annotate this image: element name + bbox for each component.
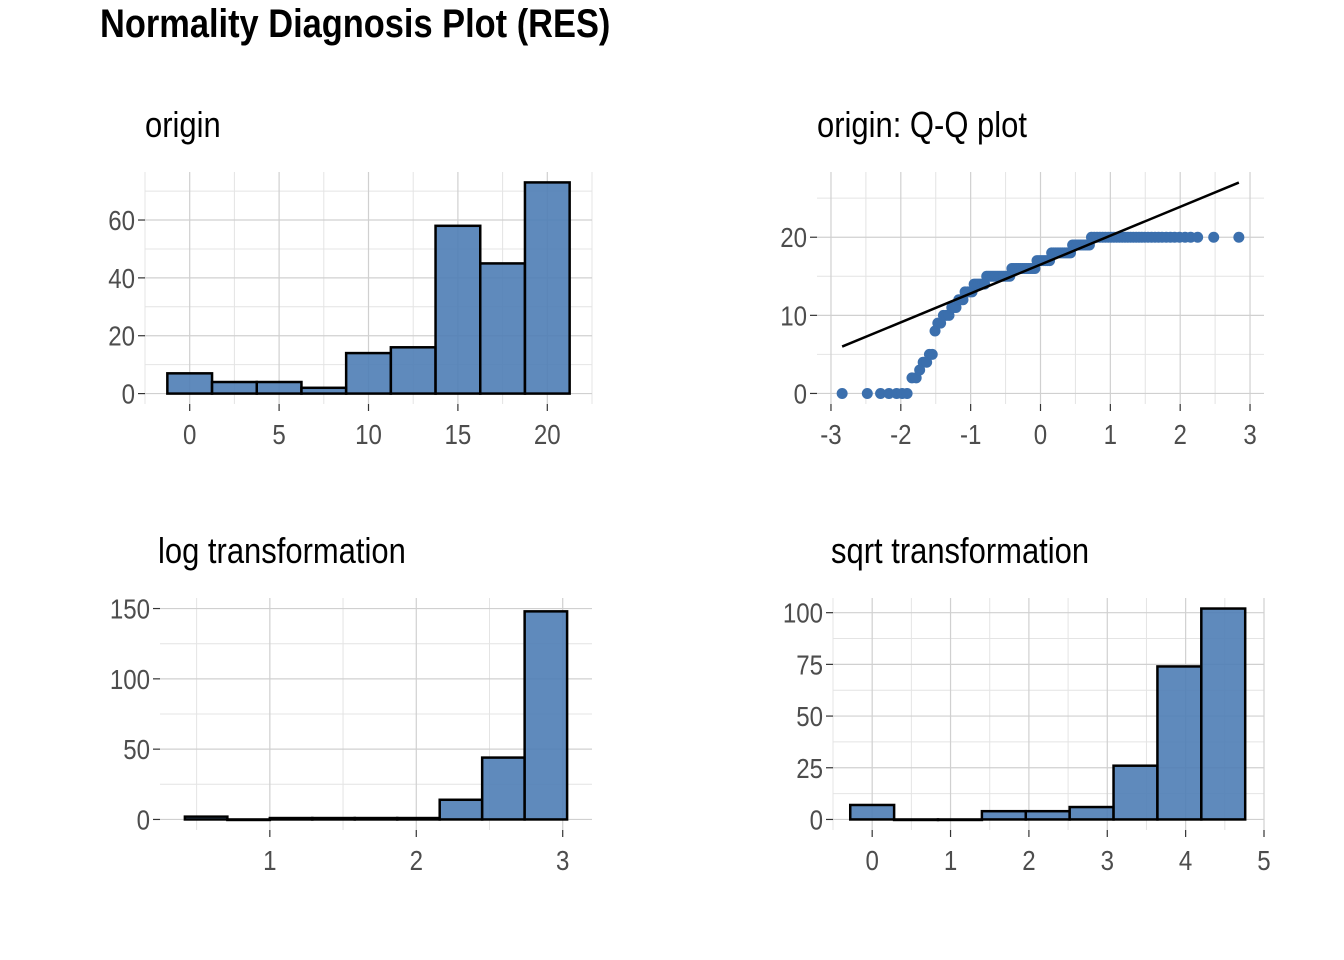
qq-point [926,348,938,360]
histogram-bar [480,756,526,821]
histogram-origin: 0 5 10 15 20 0 20 40 60 [108,172,593,450]
x-tick-label: 4 [1179,844,1192,876]
x-tick-label: 2 [1022,844,1035,876]
y-tick-label: 25 [796,752,823,784]
histogram-bar [183,815,229,821]
y-tick-label: 50 [796,700,823,732]
histogram-bar [936,818,984,822]
y-tick-label: 150 [110,593,150,625]
y-tick-label: 10 [780,300,807,332]
x-tick-label: 3 [1101,844,1114,876]
x-tick-label: 1 [263,844,276,876]
histogram-bar [1112,764,1159,821]
x-tick-label: 2 [410,844,423,876]
y-tick-label: 20 [108,320,135,352]
x-tick-label: 20 [534,418,561,450]
qq-point [901,387,913,399]
histogram-bar [523,610,569,821]
qq-reference-line [841,181,1240,348]
x-tick-label: 1 [944,844,957,876]
histogram-bar [1200,607,1247,821]
x-tick-label: 15 [445,418,472,450]
y-tick-label: 100 [110,663,150,695]
histogram-bar [479,262,527,395]
y-tick-label: 0 [122,378,135,410]
qq-point [1192,231,1204,243]
histogram-bar [353,816,399,821]
histogram-bar [300,386,348,395]
x-tick-label: 0 [183,418,196,450]
qq-point [861,387,873,399]
panel-title-qq: origin: Q-Q plot [817,104,1027,145]
x-tick-label: 3 [1243,418,1256,450]
panel-title-origin: origin [145,104,221,145]
histogram-bar [1068,805,1115,821]
qq-point [875,387,887,399]
y-tick-label: 0 [137,804,150,836]
main-title: Normality Diagnosis Plot (RES) [100,2,611,46]
x-tick-label: 0 [1034,418,1047,450]
panel-title-log: log transformation [158,530,406,571]
x-tick-label: -1 [960,418,981,450]
histogram-bar [344,351,393,395]
y-tick-label: 20 [780,221,807,253]
histogram-bar [1024,809,1071,821]
histogram-bar [255,380,303,395]
histogram-bar [389,346,437,395]
y-tick-label: 50 [123,733,150,765]
qq-plot-origin: -3 -2 -1 0 1 2 3 0 10 20 [780,172,1264,450]
x-tick-label: 1 [1104,418,1117,450]
histogram-bar [226,818,272,822]
histogram-bar [311,816,357,821]
panel-title-sqrt: sqrt transformation [831,530,1090,571]
histogram-bar [268,816,314,821]
y-tick-label: 75 [796,649,823,681]
histogram-bar [166,372,214,395]
histogram-bar [523,181,571,395]
x-tick-label: 5 [1257,844,1270,876]
histogram-bar [438,798,484,821]
histogram-bar [434,224,482,395]
x-tick-label: 2 [1173,418,1186,450]
x-tick-label: -2 [890,418,911,450]
y-tick-label: 0 [810,804,823,836]
y-tick-label: 0 [794,378,807,410]
qq-point [1233,231,1245,243]
histogram-bar [1156,665,1203,821]
histogram-log: 1 2 3 0 50 100 150 [110,593,592,876]
histogram-bar [395,816,441,821]
x-tick-label: 10 [355,418,382,450]
histogram-bar [848,803,896,821]
x-tick-label: 5 [272,418,285,450]
x-tick-label: 0 [865,844,878,876]
qq-point [883,387,895,399]
histogram-bar [210,380,259,395]
y-tick-label: 100 [783,597,823,629]
y-tick-label: 60 [108,204,135,236]
x-tick-label: -3 [820,418,841,450]
qq-point [836,387,848,399]
x-tick-label: 3 [556,844,569,876]
histogram-bar [892,818,940,822]
y-tick-label: 40 [108,262,135,294]
qq-point [1208,231,1220,243]
histogram-bar [980,809,1028,821]
